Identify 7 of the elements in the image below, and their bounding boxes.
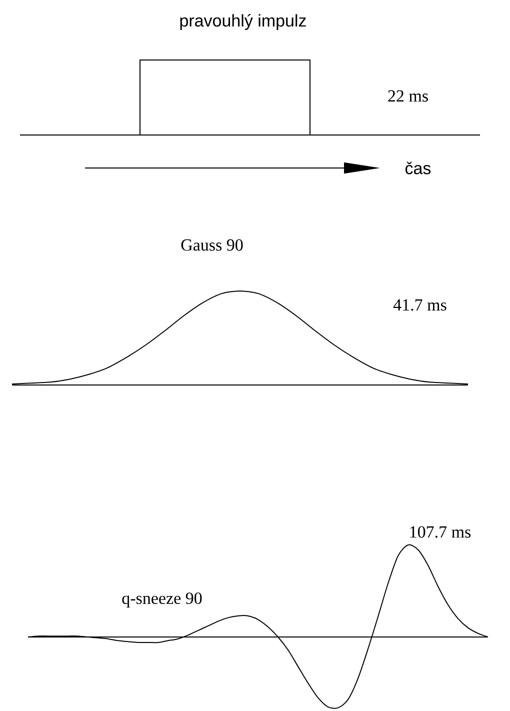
text: q-sneeze 90 xyxy=(122,592,202,608)
annotation: 41.7 ms xyxy=(393,299,446,311)
chart-title: pravouhlý impulz xyxy=(180,14,306,30)
text: 107.7 ms xyxy=(410,526,471,538)
text: čas xyxy=(405,162,431,174)
annotation: 22 ms xyxy=(388,90,428,102)
chart-title: Gauss 90 xyxy=(181,239,243,251)
